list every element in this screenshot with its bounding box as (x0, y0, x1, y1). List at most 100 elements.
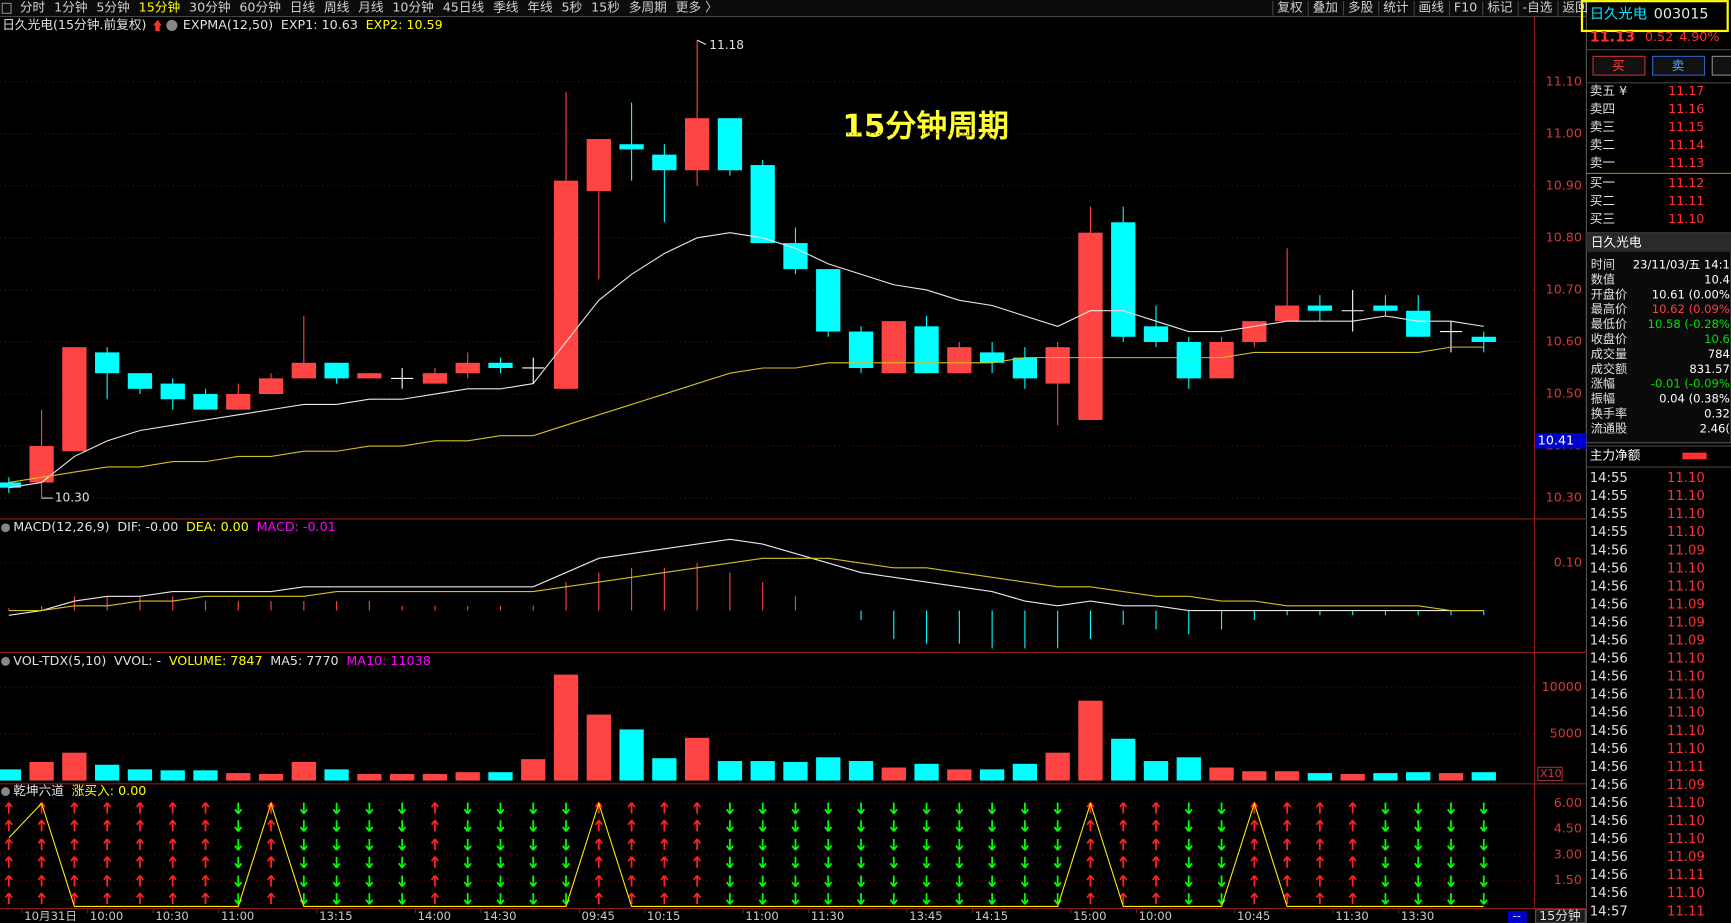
signal-arrow (1119, 838, 1128, 851)
popup-row-value: 10.62 (0.09% (1652, 302, 1730, 316)
tool-button[interactable]: -自选 (1523, 0, 1553, 14)
volume-bar (1012, 763, 1038, 781)
popup-row-value: 0.04 (0.38% (1659, 392, 1730, 406)
tool-button[interactable]: 统计 (1383, 0, 1409, 14)
popup-row-label: 成交量 (1591, 346, 1627, 361)
signal-arrow (1446, 820, 1456, 832)
scroll-box[interactable] (1508, 910, 1527, 923)
tool-button[interactable]: 画线 (1419, 0, 1445, 14)
signal-arrow (4, 819, 13, 832)
candle-body (914, 326, 939, 374)
indicator-label: MA10: 11038 (346, 653, 430, 668)
y-tick-label: 5000 (1550, 726, 1582, 741)
period-tab[interactable]: 60分钟 (239, 0, 281, 14)
volume-bar (95, 764, 120, 781)
volume-bar (193, 770, 218, 781)
signal-arrow (1086, 892, 1095, 905)
popup-row-label: 时间 (1591, 257, 1615, 271)
tool-button[interactable]: 标记 (1487, 0, 1513, 14)
volume-bar (160, 770, 185, 781)
signal-arrow (1348, 838, 1357, 851)
candle-body (488, 362, 513, 368)
candle-body (258, 378, 284, 395)
period-tab[interactable]: 多周期 (629, 0, 667, 14)
tool-button[interactable]: 复权 (1277, 0, 1303, 14)
period-tab[interactable]: 年线 (527, 0, 553, 14)
signal-arrow (955, 820, 964, 832)
signal-arrow (627, 856, 636, 868)
signal-arrows (955, 802, 964, 905)
candle-body (1307, 305, 1333, 311)
period-tab[interactable]: 更多 〉 (676, 0, 718, 14)
volume-bar (1274, 771, 1300, 781)
period-tab[interactable]: 10分钟 (392, 0, 434, 14)
signal-arrow (824, 893, 833, 905)
signal-arrow (1184, 820, 1193, 832)
indicator-label: MACD: -0.01 (257, 519, 336, 534)
signal-arrow (1315, 856, 1324, 868)
signal-arrow (1250, 856, 1259, 868)
signal-arrows (496, 802, 505, 905)
dea-line (8, 557, 1484, 612)
period-tab-label[interactable]: 15分钟 (1539, 908, 1581, 923)
signal-arrows (398, 802, 407, 905)
tool-button[interactable]: F10 (1454, 0, 1477, 14)
tool-button[interactable]: 多股 (1348, 0, 1374, 14)
ask-price: 11.17 (1668, 83, 1704, 98)
period-tab[interactable]: 1分钟 (54, 0, 87, 14)
sell-button[interactable] (1652, 55, 1706, 76)
signal-arrow (267, 874, 276, 887)
period-tab[interactable]: 分时 (20, 0, 46, 14)
popup-row-value: 10.61 (0.00% (1652, 287, 1730, 301)
period-tab[interactable]: 30分钟 (189, 0, 231, 14)
extra-button[interactable] (1711, 55, 1731, 76)
period-tab[interactable]: 5分钟 (96, 0, 129, 14)
tick-time: 14:56 (1590, 778, 1628, 793)
tick-price: 11.09 (1667, 597, 1705, 612)
volume-bar (1471, 772, 1496, 781)
indicator-label: 涨买入: 0.00 (72, 783, 147, 798)
signal-arrow (1446, 875, 1456, 888)
period-tab[interactable]: 周线 (324, 0, 350, 14)
signal-arrow (1151, 874, 1161, 887)
volume-bar (521, 759, 546, 781)
buy-button-label[interactable]: 买 (1612, 58, 1625, 73)
volume-bar (816, 757, 841, 781)
signal-arrow (365, 893, 374, 905)
sell-button-label[interactable]: 卖 (1672, 58, 1685, 73)
period-tab[interactable]: 5秒 (561, 0, 582, 14)
scroll-label[interactable]: -- (1513, 909, 1521, 922)
volume-bar (127, 769, 153, 781)
signal-arrow (988, 802, 997, 815)
x-tick-label: 10月31日 (24, 909, 77, 923)
period-tab[interactable]: 月线 (358, 0, 384, 14)
tool-button[interactable]: 返回 (1562, 0, 1587, 14)
signal-arrow (988, 839, 997, 851)
signal-arrows (988, 802, 997, 905)
signal-arrows (1446, 802, 1456, 905)
candle-body (947, 347, 972, 374)
period-tab[interactable]: 季线 (493, 0, 519, 14)
tick-time: 14:56 (1590, 597, 1628, 612)
high-pointer (696, 39, 707, 46)
buy-button[interactable] (1592, 55, 1646, 76)
period-tab[interactable]: 15分钟 (139, 0, 181, 14)
signal-arrow (103, 874, 112, 887)
period-tab[interactable]: 日线 (290, 0, 316, 14)
x-tick-label: 09:45 (581, 909, 614, 923)
ask-price: 11.14 (1668, 137, 1704, 152)
signal-arrow (660, 838, 669, 851)
x-tick-label: 13:15 (319, 909, 352, 923)
signal-arrow (1348, 874, 1357, 887)
tick-price: 11.10 (1667, 670, 1705, 685)
signal-arrow (1119, 856, 1128, 868)
signal-arrow (1184, 875, 1193, 888)
signal-arrow (758, 839, 767, 851)
candle-body (422, 373, 448, 384)
signal-arrow (725, 802, 734, 815)
toolbar-icon[interactable] (1, 2, 12, 14)
period-tab[interactable]: 15秒 (591, 0, 620, 14)
tool-button[interactable]: 叠加 (1313, 0, 1338, 14)
signal-arrow (889, 856, 898, 869)
period-tab[interactable]: 45日线 (443, 0, 485, 14)
